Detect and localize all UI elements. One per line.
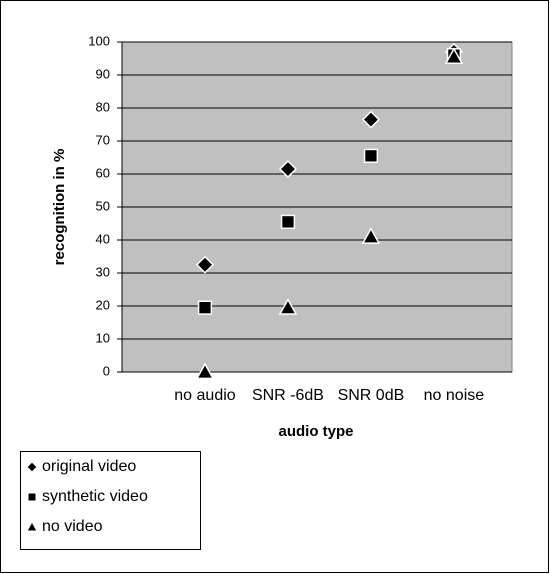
marker	[361, 227, 381, 244]
marker	[195, 255, 215, 274]
marker	[197, 300, 213, 315]
y-tick-label: 0	[103, 363, 110, 378]
legend	[20, 451, 201, 550]
y-tick-label: 80	[96, 99, 110, 114]
marker	[278, 159, 298, 179]
x-tick-label: no audio	[174, 387, 235, 404]
x-tick-label: SNR -6dB	[252, 387, 324, 404]
y-tick-label: 30	[96, 264, 110, 279]
marker	[26, 461, 38, 473]
x-axis-title: audio type	[278, 423, 353, 440]
legend-label: original video	[42, 458, 136, 475]
marker	[26, 520, 38, 532]
marker	[280, 214, 296, 229]
marker	[27, 492, 37, 502]
x-tick-label: SNR 0dB	[338, 387, 405, 404]
legend-label: no video	[42, 518, 103, 535]
y-tick-label: 90	[96, 66, 110, 81]
y-tick-label: 20	[96, 297, 110, 312]
marker	[361, 110, 380, 129]
marker	[363, 148, 379, 163]
y-tick-label: 40	[96, 231, 110, 246]
y-tick-label: 50	[96, 198, 110, 213]
y-tick-label: 60	[96, 165, 110, 180]
marker	[195, 362, 215, 380]
y-axis-title: recognition in %	[51, 149, 68, 266]
y-tick-label: 10	[96, 330, 110, 345]
y-tick-label: 100	[88, 33, 110, 48]
marker	[278, 298, 298, 315]
y-tick-label: 70	[96, 132, 110, 147]
x-tick-label: no noise	[424, 387, 485, 404]
marker	[444, 47, 464, 64]
legend-label: synthetic video	[42, 488, 148, 505]
